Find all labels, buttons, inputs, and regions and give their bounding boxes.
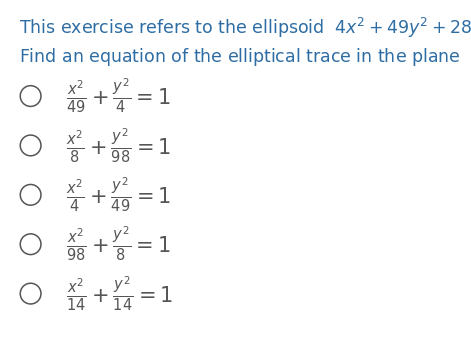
Text: $\frac{x^2}{49} + \frac{y^2}{4} = 1$: $\frac{x^2}{49} + \frac{y^2}{4} = 1$ xyxy=(66,77,171,115)
Text: $\frac{x^2}{98} + \frac{y^2}{8} = 1$: $\frac{x^2}{98} + \frac{y^2}{8} = 1$ xyxy=(66,225,171,263)
Text: $\frac{x^2}{14} + \frac{y^2}{14} = 1$: $\frac{x^2}{14} + \frac{y^2}{14} = 1$ xyxy=(66,274,173,313)
Text: This exercise refers to the ellipsoid  $4x^2 + 49y^2 + 28z^2 = 392.$: This exercise refers to the ellipsoid $4… xyxy=(19,15,471,39)
Text: $\frac{x^2}{4} + \frac{y^2}{49} = 1$: $\frac{x^2}{4} + \frac{y^2}{49} = 1$ xyxy=(66,176,171,214)
Text: Find an equation of the elliptical trace in the plane  $z = \sqrt{7}.$: Find an equation of the elliptical trace… xyxy=(19,41,471,69)
Text: $\frac{x^2}{8} + \frac{y^2}{98} = 1$: $\frac{x^2}{8} + \frac{y^2}{98} = 1$ xyxy=(66,126,171,165)
